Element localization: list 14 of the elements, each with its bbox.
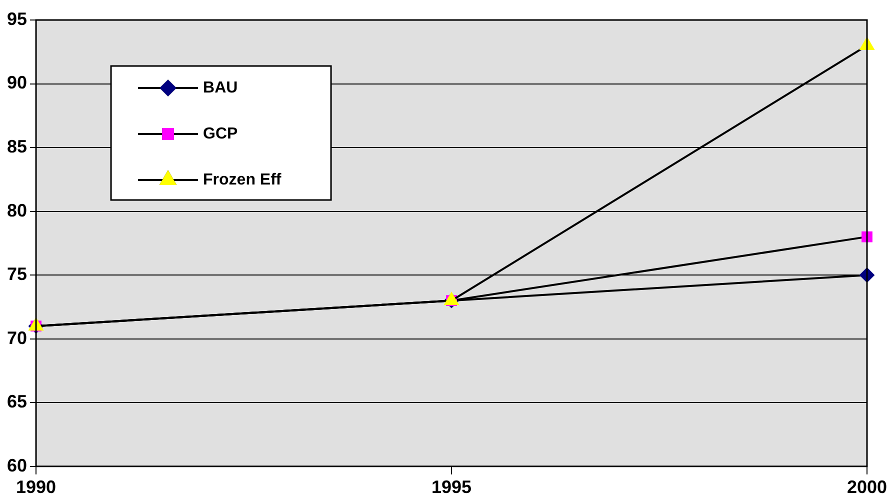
x-tick-label: 1990 [16,477,56,498]
y-tick-label: 95 [6,8,28,29]
legend-label: GCP [203,125,238,142]
x-tick-label: 2000 [846,477,888,498]
legend-label: Frozen Eff [203,171,282,188]
y-tick-label: 85 [6,136,28,157]
y-tick-label: 80 [6,200,28,220]
x-tick-label: 1995 [431,477,472,498]
y-tick-label: 90 [6,72,28,93]
y-tick-label: 70 [6,328,28,348]
y-tick-label: 60 [6,455,28,476]
y-tick-label: 75 [6,264,28,284]
legend-label: BAU [203,79,238,96]
y-tick-label: 65 [6,392,28,412]
